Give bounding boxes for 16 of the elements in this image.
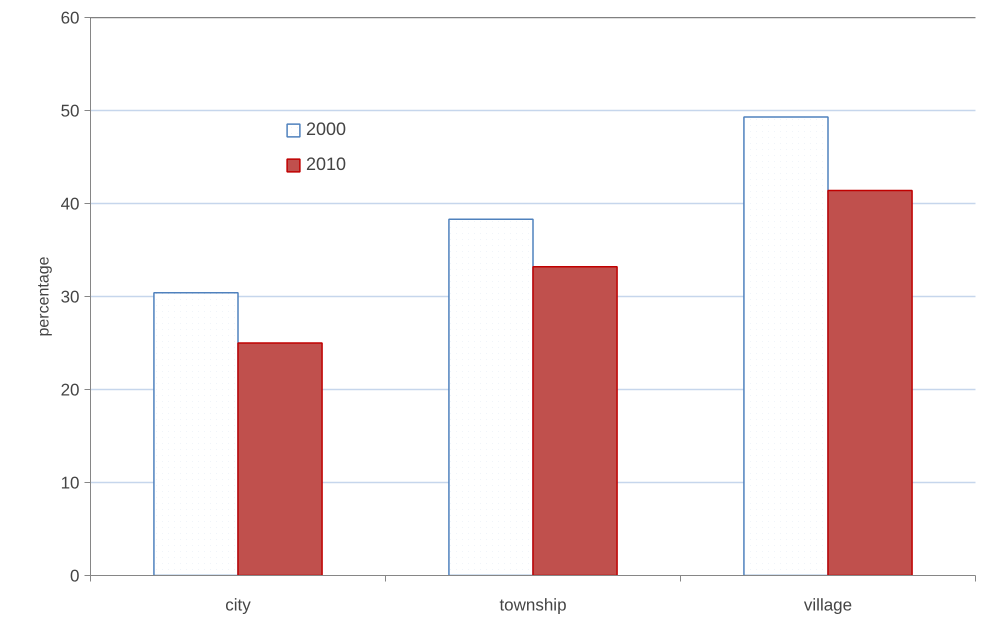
- y-tick-label: 30: [60, 288, 80, 306]
- bar: [532, 266, 618, 576]
- y-tick-label: 50: [60, 102, 80, 120]
- x-tick-label: village: [804, 596, 852, 614]
- bar: [827, 190, 913, 576]
- legend-label: 2000: [306, 119, 346, 140]
- y-tick-label: 20: [60, 380, 80, 400]
- y-tick-label: 60: [60, 8, 80, 28]
- y-tick-label: 40: [60, 194, 80, 214]
- y-axis-title: percentage: [36, 256, 53, 337]
- x-tick-label: township: [499, 596, 567, 614]
- x-tick-label: city: [225, 596, 252, 614]
- legend-label: 2010: [306, 154, 346, 175]
- y-tick-label: 10: [60, 474, 80, 492]
- y-tick-label: 0: [70, 566, 80, 586]
- bar: [237, 342, 323, 576]
